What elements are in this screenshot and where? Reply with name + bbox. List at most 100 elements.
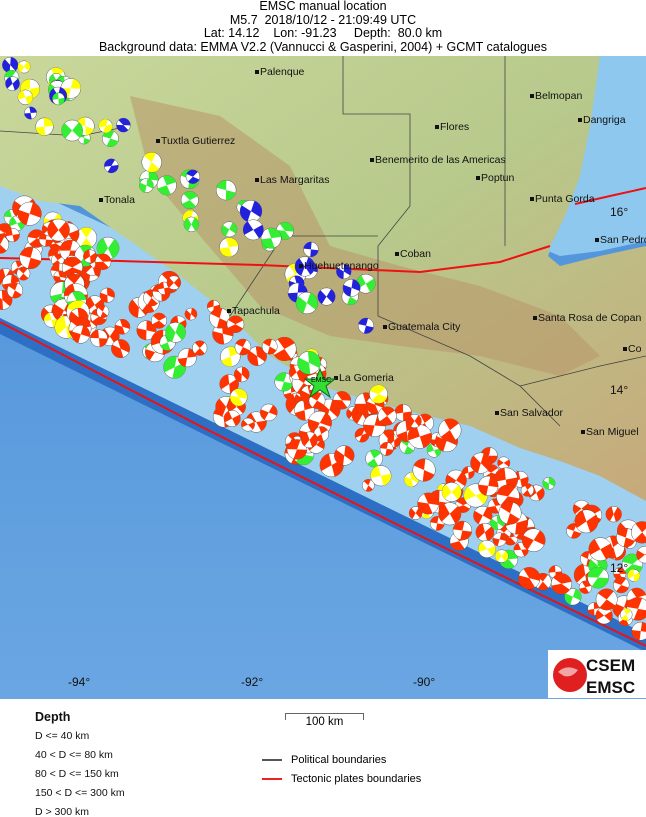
focal-mechanism-marker[interactable]: [518, 567, 541, 590]
focal-mechanism-marker[interactable]: [356, 273, 376, 294]
focal-mechanism-marker[interactable]: [24, 106, 37, 120]
focal-mechanism-marker[interactable]: [61, 256, 83, 278]
focal-mechanism-marker[interactable]: [408, 506, 423, 520]
focal-mechanism-marker[interactable]: [616, 527, 636, 548]
focal-mechanism-marker[interactable]: [111, 339, 130, 358]
focal-mechanism-marker[interactable]: [98, 119, 113, 133]
focal-mechanism-marker[interactable]: [261, 338, 278, 355]
focal-mechanism-marker[interactable]: [441, 482, 462, 502]
focal-mechanism-marker[interactable]: [332, 391, 352, 410]
focal-mechanism-marker[interactable]: [5, 227, 20, 243]
focal-mechanism-marker[interactable]: [286, 439, 308, 460]
focal-mechanism-marker[interactable]: [136, 320, 157, 341]
focal-mechanism-marker[interactable]: [17, 201, 42, 226]
focal-mechanism-marker[interactable]: [407, 424, 432, 449]
focal-mechanism-marker[interactable]: [438, 502, 462, 526]
focal-mechanism-marker[interactable]: [365, 449, 383, 468]
focal-mechanism-marker[interactable]: [377, 406, 397, 426]
focal-mechanism-marker[interactable]: [192, 340, 208, 356]
focal-mechanism-marker[interactable]: [438, 418, 462, 442]
focal-mechanism-marker[interactable]: [260, 227, 282, 249]
focal-mechanism-marker[interactable]: [166, 275, 182, 290]
focal-mechanism-marker[interactable]: [0, 235, 10, 254]
focal-mechanism-marker[interactable]: [595, 588, 618, 611]
focal-mechanism-marker[interactable]: [177, 348, 197, 368]
focal-mechanism-marker[interactable]: [209, 307, 230, 329]
focal-mechanism-marker[interactable]: [180, 191, 199, 209]
focal-mechanism-marker[interactable]: [234, 338, 252, 356]
focal-mechanism-marker[interactable]: [99, 287, 115, 303]
focal-mechanism-marker[interactable]: [61, 119, 83, 142]
focal-mechanism-marker[interactable]: [574, 509, 599, 534]
focal-mechanism-marker[interactable]: [631, 621, 646, 641]
focal-mechanism-marker[interactable]: [620, 608, 633, 621]
focal-mechanism-marker[interactable]: [452, 520, 473, 541]
focal-mechanism-marker[interactable]: [631, 521, 646, 544]
focal-mechanism-marker[interactable]: [151, 312, 167, 329]
focal-mechanism-marker[interactable]: [520, 483, 535, 497]
focal-mechanism-marker[interactable]: [156, 175, 177, 196]
focal-mechanism-marker[interactable]: [102, 130, 119, 147]
focal-mechanism-marker[interactable]: [578, 580, 593, 594]
focal-mechanism-marker[interactable]: [114, 319, 131, 335]
focal-mechanism-marker[interactable]: [294, 256, 315, 277]
focal-mechanism-marker[interactable]: [226, 315, 245, 333]
focal-mechanism-marker[interactable]: [379, 442, 394, 456]
focal-mechanism-marker[interactable]: [492, 532, 507, 547]
focal-mechanism-marker[interactable]: [369, 384, 388, 404]
focal-mechanism-marker[interactable]: [522, 528, 546, 552]
focal-mechanism-marker[interactable]: [550, 573, 572, 595]
focal-mechanism-marker[interactable]: [497, 456, 511, 470]
focal-mechanism-marker[interactable]: [185, 169, 201, 184]
focal-mechanism-marker[interactable]: [417, 492, 440, 515]
focal-mechanism-marker[interactable]: [116, 117, 131, 133]
focal-mechanism-marker[interactable]: [5, 76, 20, 91]
focal-mechanism-marker[interactable]: [636, 546, 646, 564]
focal-mechanism-marker[interactable]: [52, 92, 65, 106]
focal-mechanism-marker[interactable]: [239, 200, 263, 223]
focal-mechanism-marker[interactable]: [219, 237, 239, 257]
focal-mechanism-marker[interactable]: [184, 307, 198, 321]
focal-mechanism-marker[interactable]: [247, 346, 267, 366]
focal-mechanism-marker[interactable]: [542, 476, 556, 490]
focal-mechanism-marker[interactable]: [478, 540, 496, 558]
focal-mechanism-marker[interactable]: [498, 501, 522, 525]
focal-mechanism-marker[interactable]: [219, 374, 239, 394]
focal-mechanism-marker[interactable]: [183, 216, 200, 232]
focal-mechanism-marker[interactable]: [587, 566, 609, 589]
focal-mechanism-marker[interactable]: [336, 263, 352, 280]
focal-mechanism-marker[interactable]: [494, 549, 509, 563]
focal-mechanism-marker[interactable]: [2, 56, 19, 74]
focal-mechanism-marker[interactable]: [53, 270, 67, 284]
focal-mechanism-marker[interactable]: [71, 325, 90, 344]
focal-mechanism-marker[interactable]: [90, 329, 108, 348]
focal-mechanism-marker[interactable]: [19, 246, 42, 270]
focal-mechanism-marker[interactable]: [165, 322, 186, 343]
focal-mechanism-marker[interactable]: [407, 414, 422, 429]
focal-mechanism-marker[interactable]: [83, 249, 97, 264]
focal-mechanism-marker[interactable]: [241, 417, 255, 432]
focal-mechanism-marker[interactable]: [260, 403, 278, 422]
focal-mechanism-marker[interactable]: [221, 221, 238, 238]
focal-mechanism-marker[interactable]: [301, 431, 318, 449]
focal-mechanism-marker[interactable]: [16, 266, 31, 281]
focal-mechanism-marker[interactable]: [17, 60, 31, 74]
focal-mechanism-marker[interactable]: [141, 152, 162, 173]
focal-mechanism-marker[interactable]: [75, 227, 98, 249]
focal-mechanism-marker[interactable]: [229, 388, 248, 407]
focal-mechanism-marker[interactable]: [104, 158, 119, 174]
focal-mechanism-marker[interactable]: [303, 241, 319, 258]
focal-mechanism-marker[interactable]: [361, 479, 375, 492]
focal-mechanism-marker[interactable]: [470, 452, 492, 474]
focal-mechanism-marker[interactable]: [295, 292, 318, 315]
focal-mechanism-marker[interactable]: [370, 465, 392, 487]
focal-mechanism-marker[interactable]: [139, 178, 154, 193]
focal-mechanism-marker[interactable]: [627, 569, 641, 582]
focal-mechanism-marker[interactable]: [334, 445, 355, 466]
focal-mechanism-marker[interactable]: [96, 305, 110, 319]
focal-mechanism-marker[interactable]: [223, 410, 241, 427]
focal-mechanism-marker[interactable]: [478, 475, 499, 496]
focal-mechanism-marker[interactable]: [94, 253, 112, 270]
focal-mechanism-marker[interactable]: [564, 588, 582, 606]
